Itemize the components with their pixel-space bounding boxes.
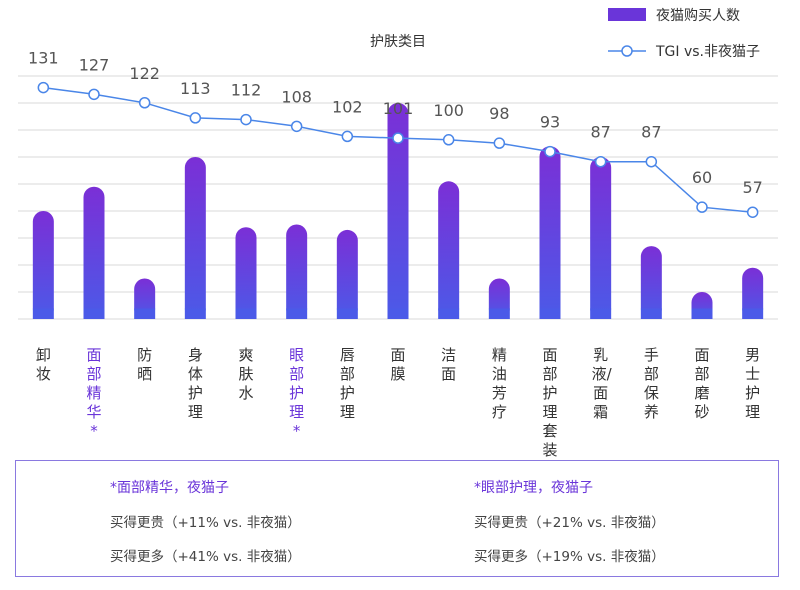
category-label: 面部精华* (86, 346, 102, 440)
bar (387, 103, 409, 319)
category-label: 唇部护理 (339, 346, 355, 421)
tgi-value-label: 127 (79, 55, 110, 74)
bar (83, 186, 105, 319)
category-label: 面部磨砂 (694, 346, 710, 421)
category-label: 眼部护理* (289, 346, 305, 440)
category-label: 面膜 (390, 346, 406, 383)
category-label: 手部保养 (643, 346, 659, 421)
tgi-point (442, 134, 455, 146)
tgi-value-label: 131 (28, 49, 59, 68)
category-label: 爽肤水 (238, 346, 254, 402)
bar-base (539, 308, 561, 319)
tgi-point (37, 81, 50, 94)
tgi-point (696, 201, 708, 213)
bar (590, 157, 612, 319)
bar-base (184, 308, 206, 319)
tgi-point (240, 113, 252, 126)
category-label: 防晒 (137, 346, 153, 383)
note-right-line2: 买得更多（+19% vs. 非夜猫） (474, 549, 665, 565)
bar (336, 229, 358, 319)
bar (286, 224, 308, 319)
bar-base (590, 308, 612, 319)
tgi-value-label: 112 (231, 81, 262, 100)
legend-line-marker (621, 45, 633, 57)
legend-line-label: TGI vs.非夜猫子 (655, 44, 760, 60)
category-label: 洁面 (441, 346, 457, 383)
bar-base (83, 308, 105, 319)
tgi-point (746, 206, 759, 218)
tgi-point (645, 155, 658, 168)
bar (438, 181, 460, 319)
bar (32, 211, 54, 319)
bar-base (336, 308, 358, 319)
bar-base (691, 308, 713, 319)
bar (235, 227, 257, 319)
tgi-value-label: 108 (281, 87, 312, 106)
bar (539, 146, 561, 319)
tgi-value-labels: 131 127 122 113 112 108 102 101 100 98 93 87 87 60 57 (28, 49, 763, 197)
legend-bar-swatch (608, 8, 646, 21)
notes-box: *面部精华，夜猫子 买得更贵（+11% vs. 非夜猫） 买得更多（+41% v… (15, 460, 779, 577)
bar-base (488, 308, 510, 319)
note-left-title: *面部精华，夜猫子 (110, 480, 229, 496)
tgi-value-label: 98 (489, 104, 509, 123)
tgi-point (88, 88, 100, 101)
category-label: 男士护理 (745, 346, 761, 421)
category-label: 卸妆 (35, 346, 51, 383)
bar-base (134, 308, 156, 319)
tgi-point (594, 155, 607, 168)
tgi-value-label: 102 (332, 97, 363, 116)
legend-bar-label: 夜猫购买人数 (656, 8, 740, 24)
tgi-value-label: 60 (692, 168, 712, 187)
tgi-value-label: 122 (129, 64, 160, 83)
tgi-value-label: 113 (180, 79, 211, 98)
bar (742, 267, 764, 319)
tgi-point (392, 132, 404, 144)
note-left-line2: 买得更多（+41% vs. 非夜猫） (110, 549, 301, 565)
bar (640, 246, 662, 319)
legend: 夜猫购买人数 TGI vs.非夜猫子 (608, 8, 760, 60)
category-label: 精油芳疗 (491, 346, 507, 421)
tgi-point (138, 97, 151, 109)
note-right-line1: 买得更贵（+21% vs. 非夜猫） (474, 515, 665, 531)
bar-base (235, 308, 257, 319)
tgi-value-label: 87 (641, 123, 661, 142)
tgi-value-label: 100 (433, 101, 464, 120)
bars (32, 103, 764, 319)
tgi-value-label: 101 (383, 99, 414, 118)
category-label: 乳液/面霜 (591, 346, 612, 421)
tgi-line (37, 81, 759, 218)
bar-base (742, 308, 764, 319)
note-right-title: *眼部护理，夜猫子 (474, 480, 593, 496)
chart-title: 护肤类目 (370, 34, 426, 50)
category-label: 面部护理套装 (542, 346, 558, 459)
tgi-value-label: 93 (540, 113, 560, 132)
tgi-point (290, 120, 303, 133)
bar (184, 157, 206, 319)
bar-base (387, 308, 409, 319)
category-label: 身体护理 (187, 346, 203, 421)
tgi-value-label: 87 (590, 123, 610, 142)
bar-base (32, 308, 54, 319)
bar-base (286, 308, 308, 319)
bar-base (640, 308, 662, 319)
tgi-point (341, 130, 354, 143)
bar-base (438, 308, 460, 319)
tgi-value-label: 57 (742, 178, 762, 197)
note-left-line1: 买得更贵（+11% vs. 非夜猫） (110, 515, 301, 531)
tgi-point (189, 112, 202, 124)
tgi-point (493, 137, 506, 149)
tgi-point (544, 145, 556, 158)
